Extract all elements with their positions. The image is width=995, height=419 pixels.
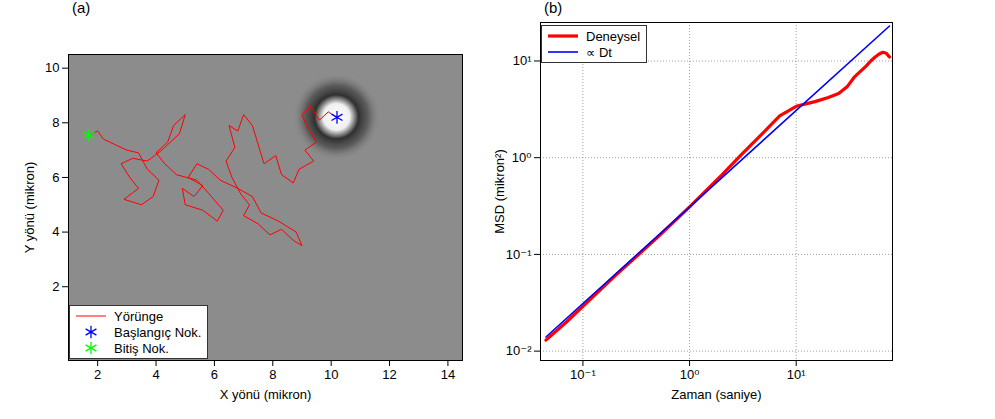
svg-text:Y yönü (mikron): Y yönü (mikron) [22,162,37,254]
html-text:∝ Dt: ∝ Dt [586,44,612,60]
svg-text:10: 10 [45,60,59,75]
svg-text:10: 10 [324,367,338,382]
svg-text:Zaman (saniye): Zaman (saniye) [671,387,761,402]
svg-text:2: 2 [52,279,59,294]
svg-text:14: 14 [441,367,455,382]
svg-text:8: 8 [269,367,276,382]
html-text:(a): (a) [72,0,91,16]
svg-text:10⁻¹: 10⁻¹ [506,247,532,262]
svg-text:X yönü (mikron): X yönü (mikron) [220,387,312,402]
svg-text:10⁰: 10⁰ [680,367,700,382]
svg-text:10⁻²: 10⁻² [506,343,532,358]
svg-text:12: 12 [382,367,396,382]
svg-text:6: 6 [52,170,59,185]
html-text:Yörünge: Yörünge [114,308,164,324]
html-text:(b): (b) [544,0,563,16]
svg-text:4: 4 [52,224,59,239]
svg-text:10⁰: 10⁰ [512,150,532,165]
svg-text:4: 4 [152,367,159,382]
svg-text:10¹: 10¹ [513,53,532,68]
svg-text:MSD (mikron²): MSD (mikron²) [492,149,507,234]
svg-text:2: 2 [94,367,101,382]
svg-text:10⁻¹: 10⁻¹ [570,367,596,382]
html-text:Başlangıç Nok.: Başlangıç Nok. [114,324,202,340]
svg-text:8: 8 [52,115,59,130]
html-text:Bitiş Nok.: Bitiş Nok. [114,340,169,356]
svg-text:10¹: 10¹ [787,367,806,382]
svg-text:6: 6 [211,367,218,382]
html-text:Deneysel: Deneysel [586,28,641,44]
